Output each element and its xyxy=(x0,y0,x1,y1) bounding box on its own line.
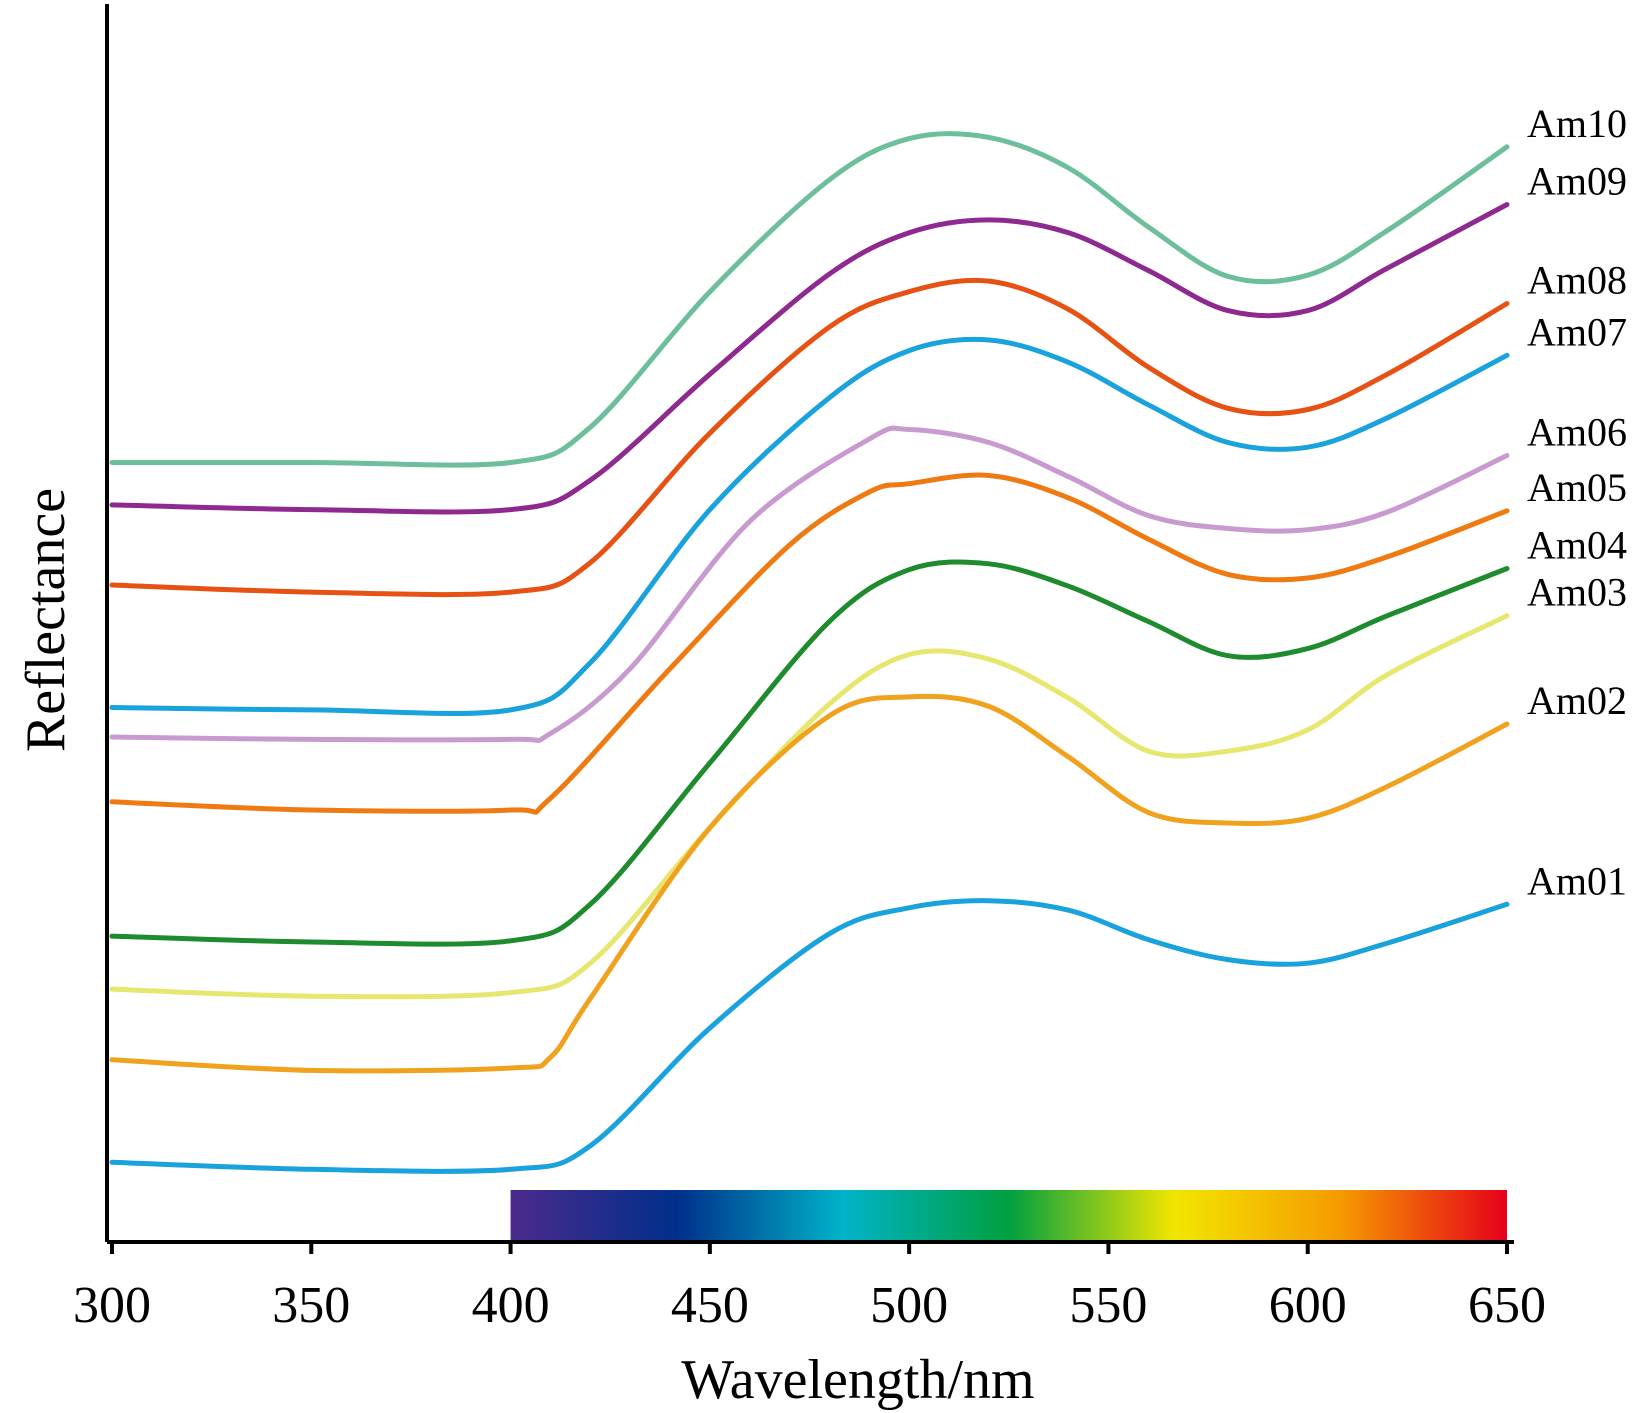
series-label-am05: Am05 xyxy=(1527,465,1627,510)
x-axis-ticks: 300 350 400 450 500 550 600 650 xyxy=(73,1242,1546,1334)
y-axis-title: Reflectance xyxy=(15,488,77,752)
x-tick-label-650: 650 xyxy=(1468,1277,1546,1334)
series-label-am08: Am08 xyxy=(1527,257,1627,302)
x-axis-title: Wavelength/nm xyxy=(681,1349,1034,1411)
series-label-am07: Am07 xyxy=(1527,309,1627,354)
wavelength-colorbar xyxy=(510,1190,1508,1242)
series-line-am08 xyxy=(109,277,1510,598)
series-label-am02: Am02 xyxy=(1527,678,1627,723)
series-line-am03 xyxy=(109,613,1510,1000)
series-label-am01: Am01 xyxy=(1527,858,1627,903)
series-lines xyxy=(109,131,1510,1174)
series-label-am03: Am03 xyxy=(1527,570,1627,615)
x-tick-label-600: 600 xyxy=(1269,1277,1347,1334)
series-line-am01 xyxy=(109,898,1510,1174)
series-line-am06 xyxy=(109,425,1510,743)
series-label-am10: Am10 xyxy=(1527,101,1627,146)
series-line-am05 xyxy=(109,472,1510,815)
series-line-am02 xyxy=(109,693,1510,1074)
x-tick-label-550: 550 xyxy=(1069,1277,1147,1334)
series-line-am09 xyxy=(109,202,1510,515)
x-tick-label-300: 300 xyxy=(73,1277,151,1334)
x-tick-label-350: 350 xyxy=(272,1277,350,1334)
series-line-am10 xyxy=(109,131,1510,468)
x-tick-label-400: 400 xyxy=(472,1277,550,1334)
series-label-am04: Am04 xyxy=(1527,523,1627,568)
series-label-am06: Am06 xyxy=(1527,409,1627,454)
series-line-am07 xyxy=(109,336,1510,716)
series-line-am04 xyxy=(109,559,1510,947)
x-tick-label-450: 450 xyxy=(671,1277,749,1334)
x-tick-label-500: 500 xyxy=(870,1277,948,1334)
series-label-am09: Am09 xyxy=(1527,159,1627,204)
